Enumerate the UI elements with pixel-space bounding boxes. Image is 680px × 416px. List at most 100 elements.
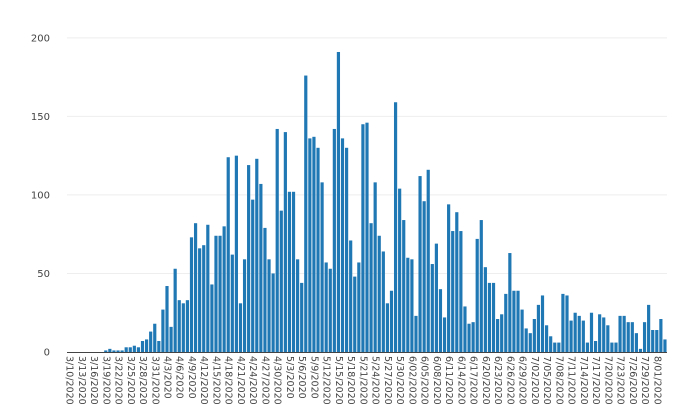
bar [406,257,410,352]
bar [242,259,247,352]
bar [410,259,414,352]
bar [634,333,638,352]
bar [430,264,434,352]
x-tick-label: 4/15/2020 [210,356,221,405]
bars [104,51,667,353]
bar [508,253,512,352]
bar [230,254,234,352]
bar [255,158,259,352]
y-tick-label: 150 [31,112,50,123]
bar [438,289,443,352]
bar [136,347,141,352]
x-tick-label: 6/08/2020 [431,356,442,405]
bar [308,138,312,352]
bar [414,315,418,352]
y-tick-label: 100 [31,190,50,201]
bar [389,290,394,352]
bar [475,238,479,352]
bar [540,295,545,352]
x-tick-label: 3/31/2020 [149,356,160,405]
bar [267,259,271,352]
x-tick-label: 6/02/2020 [406,356,417,405]
bar [479,220,483,352]
bar [487,282,492,352]
bar [393,102,398,352]
x-tick-label: 3/10/2020 [64,356,75,405]
bar [259,183,263,352]
x-tick-label: 4/9/2020 [186,356,197,399]
bar [496,319,500,352]
bar [120,350,124,352]
x-tick-label: 4/24/2020 [247,356,258,405]
bar [442,317,447,352]
bar [271,273,275,352]
bar [287,191,292,352]
bar [459,231,463,352]
bar [451,231,455,352]
bar [320,182,324,352]
x-tick-label: 5/6/2020 [296,356,307,399]
bar [434,243,438,352]
bar [553,342,557,352]
x-tick-label: 5/21/2020 [357,356,368,405]
bar [593,341,598,352]
bar [193,223,198,352]
x-tick-label: 6/11/2020 [443,356,454,405]
bar [296,259,300,352]
bar [349,240,353,352]
x-tick-label: 5/9/2020 [308,356,319,399]
bar [573,312,577,352]
x-tick-label: 7/05/2020 [541,356,552,405]
bar [157,341,161,352]
bar [300,282,304,352]
bar [565,295,569,352]
bar [598,314,602,352]
bar [663,339,667,352]
bar [455,212,459,352]
bar [340,138,345,352]
bar [402,220,406,352]
x-tick-label: 4/27/2020 [259,356,270,405]
bar [614,342,618,352]
bar [108,348,112,352]
bar [112,350,116,352]
y-tick-label: 0 [44,348,50,359]
y-tick-label: 200 [31,33,50,44]
x-tick-label: 5/30/2020 [394,356,405,405]
bar [177,300,181,352]
x-tick-label: 3/25/2020 [125,356,136,405]
x-tick-label: 8/01/2020 [651,356,662,405]
bar [128,347,132,352]
bar [626,322,630,352]
bar [161,309,165,352]
bar [222,226,226,352]
bar [373,182,377,352]
bar [606,325,610,352]
bar [659,319,663,352]
bar [581,320,585,352]
bar [589,312,594,352]
bar [369,223,373,352]
bar [124,347,128,352]
x-tick-label: 6/14/2020 [455,356,466,405]
bar [610,342,614,352]
bar [622,315,626,352]
bar [345,147,349,352]
x-tick-label: 5/15/2020 [333,356,344,405]
x-tick-label: 3/16/2020 [88,356,99,405]
bar [549,336,553,352]
bar [377,235,381,352]
x-axis-ticks: 3/10/2020 3/13/2020 3/16/2020 3/19/2020 3/22… [64,356,663,405]
bar [263,227,267,352]
bar [316,147,320,352]
bar [647,304,651,352]
x-tick-label: 7/17/2020 [590,356,601,405]
bar [361,124,365,353]
x-tick-label: 5/3/2020 [284,356,295,399]
x-tick-label: 4/3/2020 [162,356,173,399]
bar [471,322,475,352]
bar [557,342,561,352]
bar [504,293,508,352]
bar [312,136,316,352]
